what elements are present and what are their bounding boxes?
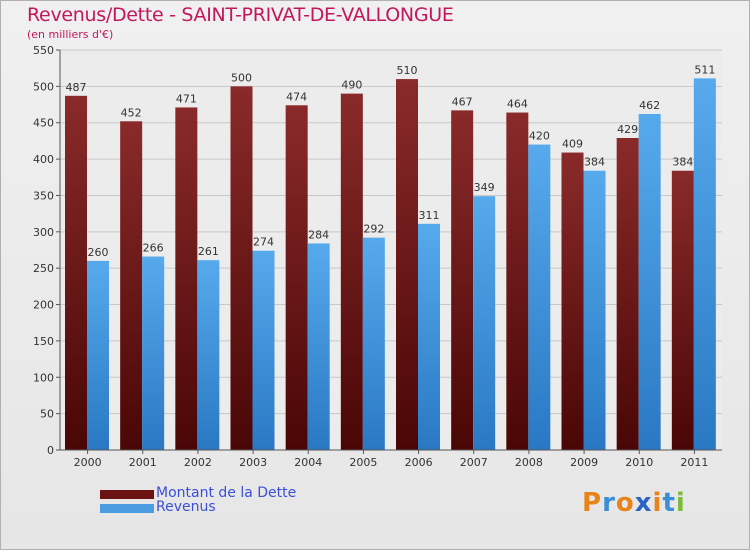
y-tick-label: 50 [40,408,54,421]
bar-dette-2006 [396,79,418,450]
y-tick-label: 0 [47,444,54,457]
x-tick-label: 2002 [184,456,212,469]
data-label-dette-2007: 467 [452,95,473,108]
data-label-revenus-2002: 261 [198,245,219,258]
bars [65,78,716,451]
data-label-revenus-2009: 384 [584,156,605,169]
data-label-revenus-2006: 311 [419,209,440,222]
legend-label-dette: Montant de la Dette [156,485,297,501]
bar-dette-2008 [506,112,529,450]
data-label-revenus-2007: 349 [474,181,495,194]
data-label-revenus-2003: 274 [253,236,274,249]
bar-revenus-2009 [583,170,606,450]
bar-revenus-2004 [307,243,330,450]
data-label-revenus-2001: 266 [143,242,164,255]
logo-letter: o [615,488,635,518]
bar-revenus-2002 [197,260,220,450]
x-tick-label: 2001 [129,456,157,469]
x-tick-label: 2004 [294,456,322,469]
bar-revenus-2003 [252,250,275,450]
x-tick-label: 2007 [460,456,488,469]
data-label-dette-2010: 429 [617,123,638,136]
plot-area [60,50,722,450]
data-label-revenus-2008: 420 [529,130,550,143]
data-label-revenus-2005: 292 [363,223,384,236]
data-label-dette-2000: 487 [66,81,87,94]
y-tick-label: 200 [33,299,54,312]
logo-letter: r [602,488,616,518]
logo-letter: t [662,488,676,518]
data-label-dette-2001: 452 [121,106,142,119]
bar-revenus-2005 [362,237,385,450]
bar-dette-2009 [561,152,584,450]
bar-revenus-2001 [142,256,165,450]
y-tick-label: 550 [33,44,54,57]
data-label-dette-2002: 471 [176,92,197,105]
logo-letter: i [652,488,663,518]
y-tick-label: 350 [33,189,54,202]
data-label-dette-2004: 474 [286,90,307,103]
legend-swatch-revenus [100,504,154,513]
proxiti-logo: Proxiti [582,488,686,518]
data-label-dette-2006: 510 [397,64,418,77]
y-tick-label: 500 [33,80,54,93]
x-tick-label: 2011 [680,456,708,469]
x-tick-label: 2005 [349,456,377,469]
logo-letter: P [582,488,603,518]
data-label-dette-2008: 464 [507,98,528,111]
legend-label-revenus: Revenus [156,499,216,515]
x-tick-label: 2006 [405,456,433,469]
bar-revenus-2011 [693,78,716,450]
grid [60,49,722,451]
bar-dette-2005 [340,93,363,451]
data-label-dette-2009: 409 [562,138,583,151]
logo-letter: x [634,488,653,518]
y-tick-label: 450 [33,117,54,130]
axes: 0 50 100 150 200 250 300 350 400 450 500 550 2000 200… [33,44,722,469]
bar-dette-2001 [120,121,143,450]
data-label-revenus-2000: 260 [88,246,109,259]
bar-revenus-2007 [473,196,496,450]
y-tick-label: 100 [33,371,54,384]
data-label-dette-2005: 490 [341,79,362,92]
x-tick-label: 2010 [625,456,653,469]
bar-dette-2010 [616,138,639,450]
bar-revenus-2010 [638,114,661,450]
bar-dette-2000 [65,95,87,451]
logo-letter: i [675,488,686,518]
bar-dette-2004 [285,105,308,450]
x-tick-label: 2000 [74,456,102,469]
y-tick-label: 150 [33,335,54,348]
data-label-dette-2011: 384 [672,156,693,169]
x-tick-label: 2008 [515,456,543,469]
bar-dette-2002 [175,107,198,451]
data-label-dette-2003: 500 [231,71,252,84]
bar-revenus-2000 [87,260,109,450]
y-tick-label: 300 [33,226,54,239]
x-tick-label: 2003 [239,456,267,469]
bar-revenus-2008 [528,144,551,450]
bar-dette-2011 [671,170,694,450]
data-labels: 487 260 452 266 471 261 500 274 474 284 490 292 510 3… [66,63,716,259]
x-tick-label: 2009 [570,456,598,469]
data-label-revenus-2010: 462 [639,99,660,112]
y-tick-label: 400 [33,153,54,166]
chart-subtitle: (en milliers d'€) [27,28,114,41]
bar-dette-2003 [230,86,253,450]
chart-title: Revenus/Dette - SAINT-PRIVAT-DE-VALLONGU… [27,4,454,26]
data-label-revenus-2004: 284 [308,228,329,241]
legend-swatch-dette [100,490,154,499]
data-label-revenus-2011: 511 [694,63,715,76]
y-tick-label: 250 [33,262,54,275]
bar-revenus-2006 [418,223,440,450]
bar-dette-2007 [451,110,474,450]
